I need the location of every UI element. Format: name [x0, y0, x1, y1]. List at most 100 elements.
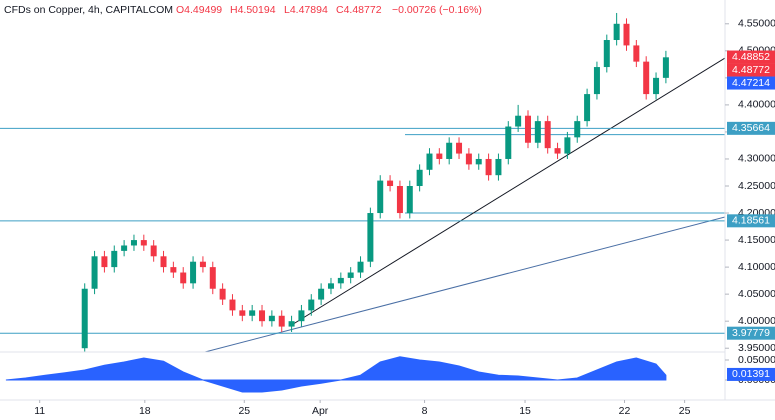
candle-body: [140, 240, 147, 246]
y-tick-label: 4.30000: [738, 153, 775, 165]
candle-body: [199, 261, 206, 268]
candle-body: [209, 267, 216, 289]
level-label: 4.18561: [732, 215, 770, 227]
candle-body: [456, 142, 463, 154]
ohlc-low: L4.47894: [284, 4, 328, 16]
x-tick-label: 25: [679, 405, 691, 417]
candle-body: [249, 310, 256, 316]
candle-body: [278, 315, 285, 327]
candle-body: [298, 310, 305, 322]
x-tick-label: 11: [34, 405, 45, 417]
candle-body: [544, 121, 551, 149]
candle-body: [603, 40, 610, 68]
candle-body: [613, 23, 620, 41]
candle-body: [446, 142, 453, 159]
oscillator-pane: [5, 356, 667, 393]
y-tick-label: 4.25000: [738, 180, 775, 192]
candle-body: [524, 115, 531, 143]
candle-body: [426, 153, 433, 170]
candle-body: [288, 321, 295, 327]
ohlc-change: −0.00726 (−0.16%): [392, 4, 482, 16]
y-tick-label: 4.55000: [738, 18, 775, 30]
ohlc-open: O4.49499: [176, 4, 222, 16]
candle-body: [662, 57, 669, 78]
candle-body: [180, 272, 187, 284]
candle-body: [387, 180, 394, 187]
candle-body: [406, 186, 413, 214]
trendline: [289, 57, 725, 327]
y-tick-label: 4.00000: [738, 315, 775, 327]
candle-body: [150, 245, 157, 257]
candle-body: [377, 180, 384, 214]
candle-body: [505, 126, 512, 159]
candle-body: [308, 299, 315, 311]
x-tick-label: 25: [238, 405, 250, 417]
level-label: 3.97779: [732, 327, 770, 339]
y-tick-label: 4.10000: [738, 261, 775, 273]
axis-layer: 3.950004.000004.050004.100004.150004.200…: [34, 18, 775, 417]
candle-body: [593, 67, 600, 95]
candle-body: [643, 61, 650, 95]
candle-body: [357, 261, 364, 273]
candle-body: [564, 137, 571, 154]
candle-body: [633, 45, 640, 62]
candle-body: [318, 288, 325, 300]
symbol-title: CFDs on Copper, 4h, CAPITALCOM: [4, 4, 173, 16]
level-marker: [727, 326, 775, 340]
level-label: 4.35664: [732, 122, 770, 134]
candle-body: [219, 288, 226, 300]
price-pane: [0, 12, 725, 352]
candle-body: [101, 256, 108, 268]
candle-body: [436, 153, 443, 159]
candle-body: [623, 23, 630, 46]
level-marker: [727, 214, 775, 228]
oscillator-marker: [727, 367, 775, 381]
candle-body: [416, 169, 423, 187]
candle-body: [495, 158, 502, 176]
candle-body: [584, 94, 591, 122]
candle-body: [554, 148, 561, 154]
candle-body: [337, 277, 344, 284]
price-marker: [727, 76, 775, 90]
candle-body: [111, 250, 118, 268]
x-tick-label: Apr: [312, 405, 329, 417]
candle-body: [259, 310, 266, 322]
y-tick-label: 4.05000: [738, 288, 775, 300]
candle-body: [91, 256, 98, 289]
x-tick-label: 22: [619, 405, 631, 417]
candle-body: [485, 158, 492, 176]
candle-body: [347, 272, 354, 278]
price-marker-label: 4.47214: [732, 77, 770, 89]
level-marker: [727, 121, 775, 135]
candle-body: [160, 256, 167, 268]
candle-body: [534, 121, 541, 143]
candle-body: [465, 153, 472, 165]
price-marker-label: 4.48852: [732, 51, 770, 63]
candle-body: [229, 299, 236, 311]
y-tick-label: 4.40000: [738, 99, 775, 111]
x-tick-label: 8: [422, 405, 428, 417]
oscillator-label: 0.01391: [732, 368, 770, 380]
candle-body: [81, 288, 88, 349]
candle-body: [170, 267, 177, 273]
x-tick-label: 18: [139, 405, 151, 417]
candle-body: [268, 315, 275, 322]
oscillator-area: [5, 356, 667, 393]
candle-body: [574, 121, 581, 138]
x-tick-label: 15: [519, 405, 531, 417]
candle-body: [190, 261, 197, 284]
candle-body: [327, 283, 334, 289]
candle-body: [130, 240, 137, 246]
trendline: [204, 216, 725, 352]
price-marker: [727, 63, 775, 77]
candle-body: [367, 213, 374, 262]
candle-body: [475, 158, 482, 165]
ohlc-high: H4.50194: [230, 4, 276, 16]
candle-body: [239, 310, 246, 316]
y-tick-label: 0.05000: [738, 354, 775, 366]
price-marker-label: 4.48772: [732, 64, 770, 76]
candle-body: [653, 77, 660, 95]
y-tick-label: 3.95000: [738, 342, 775, 354]
price-marker: [727, 50, 775, 64]
